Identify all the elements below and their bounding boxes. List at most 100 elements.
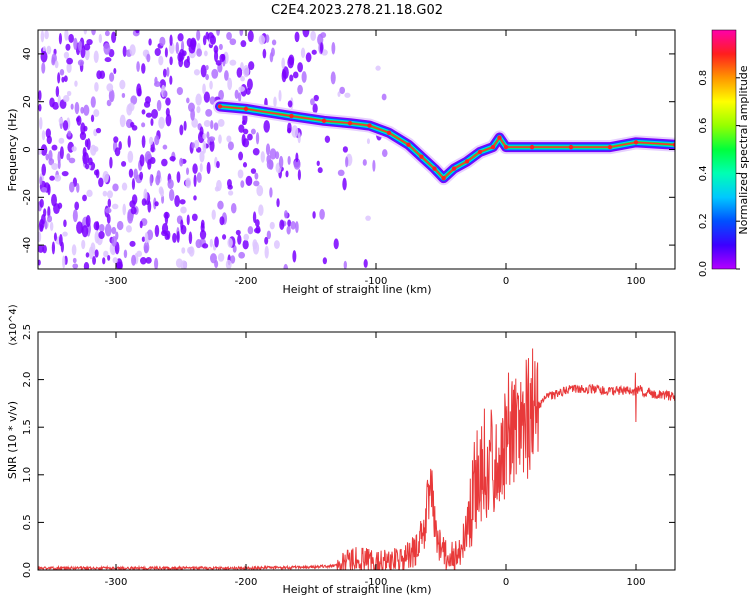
heatmap-noise-blob	[144, 232, 149, 244]
colorbar-label: Normalized spectral amplitude	[737, 65, 750, 234]
heatmap-noise-blob	[51, 162, 59, 171]
heatmap-noise-blob	[38, 90, 42, 101]
snr-background	[38, 332, 675, 570]
heatmap-noise-blob	[269, 187, 273, 198]
heatmap-noise-blob	[81, 225, 89, 238]
heatmap-noise-blobs	[38, 30, 388, 269]
heatmap-noise-blob	[58, 137, 65, 144]
snr-x-tick-label: -300	[105, 577, 128, 588]
heatmap-noise-blob	[111, 236, 117, 247]
heatmap-noise-blob	[265, 34, 270, 43]
heatmap-noise-blob	[343, 260, 347, 269]
heatmap-noise-blob	[122, 45, 127, 57]
heatmap-noise-blob	[190, 108, 195, 121]
heatmap-noise-blob	[208, 136, 216, 142]
heatmap-noise-blob	[192, 163, 198, 174]
heatmap-noise-blob	[239, 30, 244, 37]
heatmap-ridge-point	[217, 104, 223, 109]
heatmap-noise-blob	[310, 98, 315, 106]
heatmap-noise-blob	[121, 161, 127, 167]
heatmap-noise-blob	[196, 30, 201, 41]
heatmap-ridge-point	[347, 121, 353, 126]
heatmap-noise-blob	[345, 156, 349, 168]
heatmap-noise-blob	[147, 200, 152, 213]
heatmap-noise-blob	[57, 202, 63, 209]
heatmap-noise-blob	[287, 56, 294, 69]
heatmap-noise-blob	[245, 175, 253, 187]
heatmap-noise-blob	[180, 206, 187, 214]
heatmap-noise-blob	[47, 215, 53, 223]
heatmap-noise-blob	[85, 214, 91, 227]
heatmap-noise-blob	[174, 195, 180, 208]
heatmap-noise-blob	[238, 151, 244, 161]
heatmap-noise-blob	[209, 238, 214, 248]
heatmap-noise-blob	[238, 124, 245, 133]
heatmap-noise-blob	[166, 67, 170, 77]
heatmap-noise-blob	[242, 138, 250, 148]
heatmap-noise-blob	[169, 56, 173, 66]
heatmap-noise-blob	[177, 33, 184, 42]
heatmap-noise-blob	[250, 168, 257, 174]
heatmap-noise-blob	[238, 251, 246, 259]
heatmap-noise-blob	[234, 89, 239, 100]
heatmap-noise-blob	[250, 128, 256, 135]
heatmap-noise-blob	[44, 221, 48, 230]
heatmap-noise-blob	[230, 255, 236, 264]
heatmap-noise-blob	[168, 188, 175, 201]
heatmap-noise-blob	[283, 263, 289, 269]
heatmap-noise-blob	[324, 135, 331, 143]
heatmap-noise-blob	[74, 101, 80, 115]
heatmap-ridge-point	[432, 166, 437, 171]
heatmap-noise-blob	[140, 257, 147, 265]
heatmap-noise-blob	[200, 219, 205, 229]
heatmap-noise-blob	[287, 155, 291, 165]
heatmap-noise-blob	[305, 52, 312, 63]
heatmap-noise-blob	[59, 69, 65, 76]
heatmap-noise-blob	[342, 146, 348, 153]
heatmap-noise-blob	[131, 178, 136, 190]
heatmap-noise-blob	[310, 30, 317, 41]
heatmap-noise-blob	[199, 163, 203, 173]
heatmap-ridge-point	[386, 130, 392, 135]
heatmap-noise-blob	[130, 206, 137, 215]
snr-x-tick-label: 100	[626, 577, 645, 588]
heatmap-noise-blob	[47, 206, 51, 219]
heatmap-noise-blob	[104, 223, 112, 237]
snr-x-axis-label: Height of straight line (km)	[282, 583, 431, 596]
heatmap-noise-blob	[143, 101, 151, 108]
heatmap-noise-blob	[216, 30, 220, 36]
heatmap-ridge-point	[607, 144, 613, 150]
heatmap-noise-blob	[145, 112, 152, 118]
heatmap-noise-blob	[139, 220, 143, 229]
heatmap-noise-blob	[149, 174, 153, 187]
heatmap-noise-blob	[295, 221, 299, 234]
heatmap-noise-blob	[172, 232, 177, 243]
heatmap-noise-blob	[103, 42, 111, 55]
heatmap-noise-blob	[252, 148, 260, 156]
heatmap-noise-blob	[88, 246, 95, 260]
heatmap-noise-blob	[285, 170, 289, 178]
heatmap-noise-blob	[51, 193, 57, 207]
heatmap-noise-blob	[281, 69, 287, 83]
heatmap-noise-blob	[41, 163, 47, 176]
heatmap-noise-blob	[188, 43, 196, 54]
heatmap-noise-blob	[227, 237, 233, 248]
heatmap-noise-blob	[237, 234, 242, 245]
heatmap-noise-blob	[153, 81, 161, 88]
heatmap-noise-blob	[98, 33, 102, 44]
heatmap-noise-blob	[83, 262, 90, 269]
heatmap-noise-blob	[103, 250, 109, 258]
heatmap-noise-blob	[175, 258, 183, 268]
heatmap-noise-blob	[141, 236, 146, 242]
heatmap-noise-blob	[286, 127, 292, 134]
heatmap-noise-blob	[211, 209, 216, 220]
heatmap-noise-blob	[210, 119, 214, 130]
heatmap-noise-blob	[273, 240, 280, 249]
heatmap-noise-blob	[242, 128, 249, 135]
heatmap-noise-blob	[85, 252, 90, 258]
snr-y-axis-label: SNR (10 * v/v)	[6, 401, 19, 479]
heatmap-noise-blob	[76, 182, 80, 193]
heatmap-noise-blob	[62, 120, 69, 131]
heatmap-noise-blob	[158, 55, 164, 66]
heatmap-noise-blob	[104, 57, 112, 63]
